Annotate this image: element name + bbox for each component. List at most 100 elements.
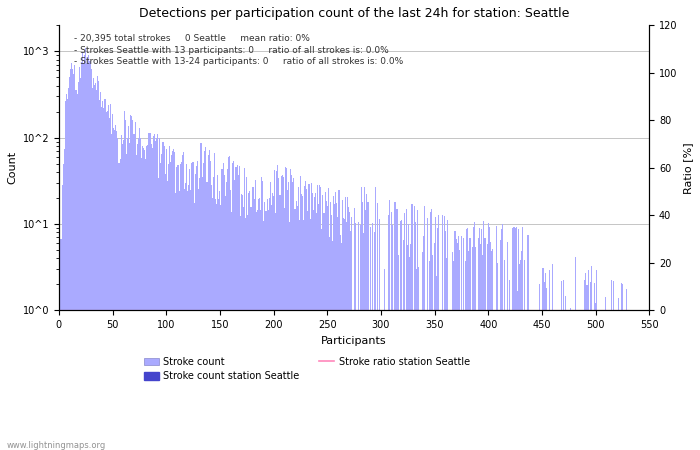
Bar: [477, 310, 478, 450]
Bar: [271, 205, 272, 450]
Bar: [408, 224, 409, 450]
Bar: [554, 310, 555, 450]
Bar: [419, 310, 420, 450]
Bar: [543, 282, 545, 450]
Bar: [235, 167, 237, 450]
Bar: [153, 136, 154, 450]
Bar: [157, 135, 158, 450]
Bar: [369, 310, 370, 450]
Bar: [213, 177, 214, 450]
Bar: [375, 187, 376, 450]
Bar: [521, 251, 522, 450]
Bar: [127, 138, 128, 450]
Bar: [585, 273, 587, 450]
Bar: [470, 310, 472, 450]
Bar: [116, 131, 118, 450]
Bar: [565, 296, 566, 450]
Bar: [186, 164, 187, 450]
Bar: [530, 310, 531, 450]
Bar: [452, 252, 454, 450]
Bar: [159, 138, 160, 450]
Bar: [111, 134, 112, 450]
Bar: [140, 138, 141, 450]
Bar: [401, 220, 402, 450]
Bar: [489, 226, 490, 450]
Bar: [361, 186, 362, 450]
Bar: [621, 284, 622, 450]
Bar: [464, 310, 466, 450]
Bar: [460, 310, 461, 450]
Bar: [374, 233, 375, 450]
Bar: [552, 264, 553, 450]
Bar: [532, 310, 533, 450]
Bar: [299, 220, 300, 450]
Bar: [376, 310, 377, 450]
Bar: [273, 196, 274, 450]
Bar: [442, 310, 444, 450]
Bar: [511, 310, 512, 450]
Bar: [86, 63, 88, 450]
Bar: [97, 76, 98, 450]
Bar: [580, 310, 581, 450]
Bar: [454, 231, 456, 450]
Bar: [342, 200, 343, 450]
Bar: [391, 212, 392, 450]
Bar: [279, 195, 281, 450]
Bar: [531, 310, 532, 450]
Bar: [84, 55, 85, 450]
Bar: [241, 194, 242, 450]
Bar: [390, 310, 391, 450]
Bar: [281, 175, 283, 450]
Bar: [68, 88, 69, 450]
Bar: [171, 155, 172, 450]
Bar: [410, 244, 412, 450]
Bar: [619, 310, 620, 450]
Bar: [110, 104, 111, 450]
Bar: [449, 310, 450, 450]
Bar: [76, 94, 78, 450]
Bar: [70, 69, 71, 450]
Bar: [74, 65, 76, 450]
Bar: [173, 149, 174, 450]
Bar: [275, 213, 276, 450]
Bar: [599, 310, 601, 450]
Bar: [274, 170, 275, 450]
Bar: [350, 231, 351, 450]
Bar: [365, 210, 366, 450]
Bar: [287, 190, 288, 450]
Bar: [67, 99, 68, 450]
Bar: [341, 243, 342, 450]
Bar: [388, 215, 389, 450]
Bar: [160, 163, 162, 450]
Bar: [488, 223, 489, 450]
Bar: [193, 162, 194, 450]
Bar: [150, 144, 152, 450]
Bar: [122, 140, 124, 450]
Bar: [463, 238, 464, 450]
Bar: [332, 241, 333, 450]
Bar: [594, 283, 595, 450]
Bar: [321, 229, 323, 450]
Bar: [385, 310, 386, 450]
Bar: [174, 152, 175, 450]
Bar: [620, 310, 621, 450]
Bar: [313, 210, 314, 450]
Bar: [112, 114, 113, 450]
Bar: [214, 153, 215, 450]
Bar: [626, 288, 627, 450]
Bar: [414, 222, 416, 450]
Bar: [364, 187, 365, 450]
Bar: [562, 310, 563, 450]
Bar: [384, 269, 385, 450]
Bar: [623, 310, 624, 450]
Bar: [189, 169, 190, 450]
Bar: [568, 310, 569, 450]
Bar: [539, 284, 540, 450]
Bar: [216, 204, 217, 450]
Bar: [284, 208, 285, 450]
Y-axis label: Count: Count: [7, 151, 17, 184]
Bar: [371, 310, 372, 450]
Bar: [534, 310, 535, 450]
Bar: [466, 229, 468, 450]
Bar: [134, 122, 136, 450]
